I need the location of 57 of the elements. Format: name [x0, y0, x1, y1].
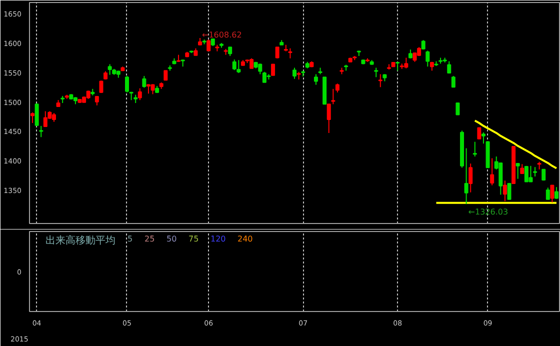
candlestick — [524, 165, 528, 182]
candlestick — [477, 127, 482, 140]
candlestick — [331, 88, 336, 105]
candlestick — [39, 125, 44, 138]
line-series — [474, 120, 558, 170]
text: 5 — [128, 234, 133, 244]
candlestick — [546, 187, 550, 200]
candlestick — [124, 75, 129, 93]
candlestick — [456, 102, 460, 116]
candlestick — [34, 103, 39, 126]
candlestick — [108, 64, 112, 76]
candlestick — [468, 163, 473, 193]
candlestick — [533, 166, 538, 177]
text: 240 — [238, 234, 253, 244]
candlestick — [314, 74, 318, 86]
text: 出来高移動平均 — [46, 234, 116, 246]
candlestick — [326, 104, 331, 134]
candlestick — [258, 63, 262, 75]
candlestick — [507, 182, 512, 200]
candlestick — [292, 67, 297, 80]
text: 75 — [188, 234, 199, 244]
candlestick — [404, 57, 408, 69]
text: 50 — [166, 234, 177, 244]
candlestick — [288, 48, 292, 59]
candlestick — [472, 141, 477, 157]
text: 120 — [210, 234, 226, 244]
annotation: ←1326.03 — [468, 208, 508, 217]
candlestick — [426, 50, 430, 68]
candlestick — [150, 84, 155, 95]
candlestick — [550, 184, 554, 203]
candlestick — [164, 70, 168, 81]
candlestick — [275, 46, 280, 59]
text: 25 — [144, 234, 155, 244]
candlestick — [206, 39, 211, 52]
candlestick — [271, 64, 276, 76]
candlestick — [138, 88, 142, 101]
annotation: ←1608.62 — [202, 30, 242, 40]
candlestick — [451, 75, 456, 88]
candlestick — [262, 71, 266, 83]
candlestick — [490, 158, 494, 186]
candlestick — [236, 60, 241, 74]
candlestick — [516, 162, 520, 180]
candlestick — [232, 59, 236, 71]
candlestick — [554, 186, 558, 200]
candlestick — [250, 58, 254, 69]
candlestick — [520, 164, 524, 174]
candlestick — [378, 74, 382, 88]
candlestick — [447, 60, 452, 74]
candlestick — [43, 110, 48, 128]
candlestick — [502, 180, 507, 202]
candlestick — [374, 67, 378, 78]
candlestick — [142, 75, 146, 88]
candlestick — [464, 148, 468, 205]
candlestick — [481, 132, 486, 144]
candlestick — [99, 80, 104, 94]
candlestick — [528, 165, 533, 182]
candlestick — [30, 112, 35, 124]
